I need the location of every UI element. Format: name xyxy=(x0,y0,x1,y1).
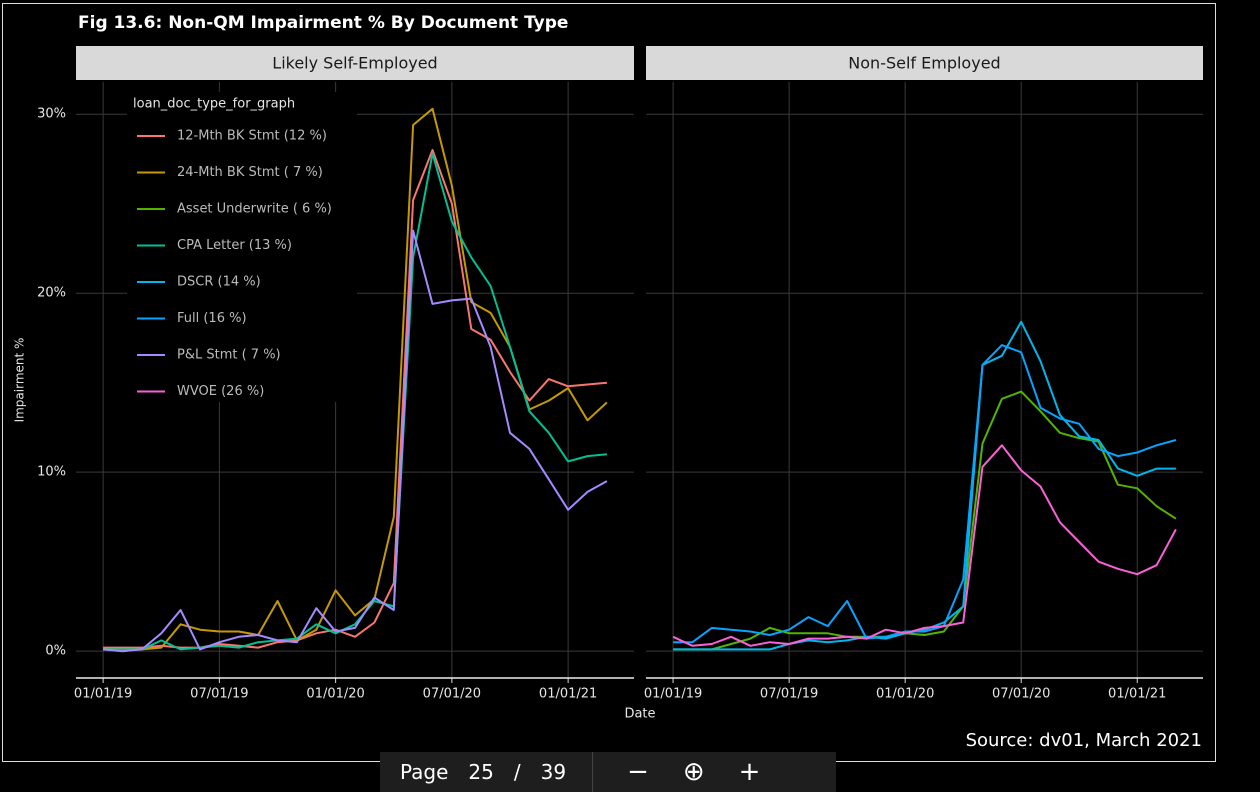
page-total: 39 xyxy=(540,760,567,784)
series-line xyxy=(103,229,608,653)
y-tick-label: 30% xyxy=(37,107,66,122)
toolbar-divider xyxy=(592,752,594,792)
x-tick-label: 01/01/21 xyxy=(1108,687,1166,702)
x-tick-label: 07/01/20 xyxy=(423,687,481,702)
legend-title: loan_doc_type_for_graph xyxy=(133,97,295,112)
series-line xyxy=(103,152,607,651)
chart-title: Fig 13.6: Non-QM Impairment % By Documen… xyxy=(78,13,568,33)
facet-title: Likely Self-Employed xyxy=(272,54,437,73)
legend-label: 24-Mth BK Stmt ( 7 %) xyxy=(177,165,323,180)
legend-label: Asset Underwrite ( 6 %) xyxy=(177,202,332,217)
facet-title: Non-Self Employed xyxy=(848,54,1000,73)
x-tick-label: 01/01/21 xyxy=(539,687,597,702)
page-number[interactable]: 25 xyxy=(468,760,494,784)
x-tick-label: 07/01/19 xyxy=(190,687,248,702)
legend-label: WVOE (26 %) xyxy=(177,384,264,399)
x-tick-label: 01/01/19 xyxy=(644,687,702,702)
facet-strip xyxy=(76,46,634,80)
y-axis-label: Impairment % xyxy=(13,338,27,423)
source-note: Source: dv01, March 2021 xyxy=(966,730,1202,751)
zoom-in-button[interactable]: + xyxy=(738,757,761,787)
legend-label: CPA Letter (13 %) xyxy=(177,238,292,253)
y-tick-label: 20% xyxy=(37,286,66,301)
series-line xyxy=(673,320,1176,651)
series-line xyxy=(673,344,1177,644)
x-tick-label: 07/01/20 xyxy=(992,687,1050,702)
facet-strip xyxy=(646,46,1203,80)
x-axis-label: Date xyxy=(624,707,655,722)
legend-box xyxy=(127,92,357,402)
x-tick-label: 07/01/19 xyxy=(760,687,818,702)
legend-label: DSCR (14 %) xyxy=(177,275,261,290)
y-tick-label: 0% xyxy=(45,644,66,659)
page-separator: / xyxy=(513,760,521,784)
legend-label: Full (16 %) xyxy=(177,311,247,326)
zoom-out-button[interactable]: − xyxy=(627,757,649,787)
y-tick-label: 10% xyxy=(37,465,66,480)
zoom-reset-button[interactable]: ⊕ xyxy=(682,757,705,787)
series-line xyxy=(672,444,1177,647)
legend-label: P&L Stmt ( 7 %) xyxy=(177,348,281,363)
x-tick-label: 01/01/19 xyxy=(74,687,132,702)
pdf-toolbar: Page 25 / 39 − ⊕ + xyxy=(380,752,836,792)
legend-label: 12-Mth BK Stmt (12 %) xyxy=(177,129,327,144)
page-label: Page xyxy=(400,760,449,784)
x-tick-label: 01/01/20 xyxy=(306,687,364,702)
x-tick-label: 01/01/20 xyxy=(876,687,934,702)
